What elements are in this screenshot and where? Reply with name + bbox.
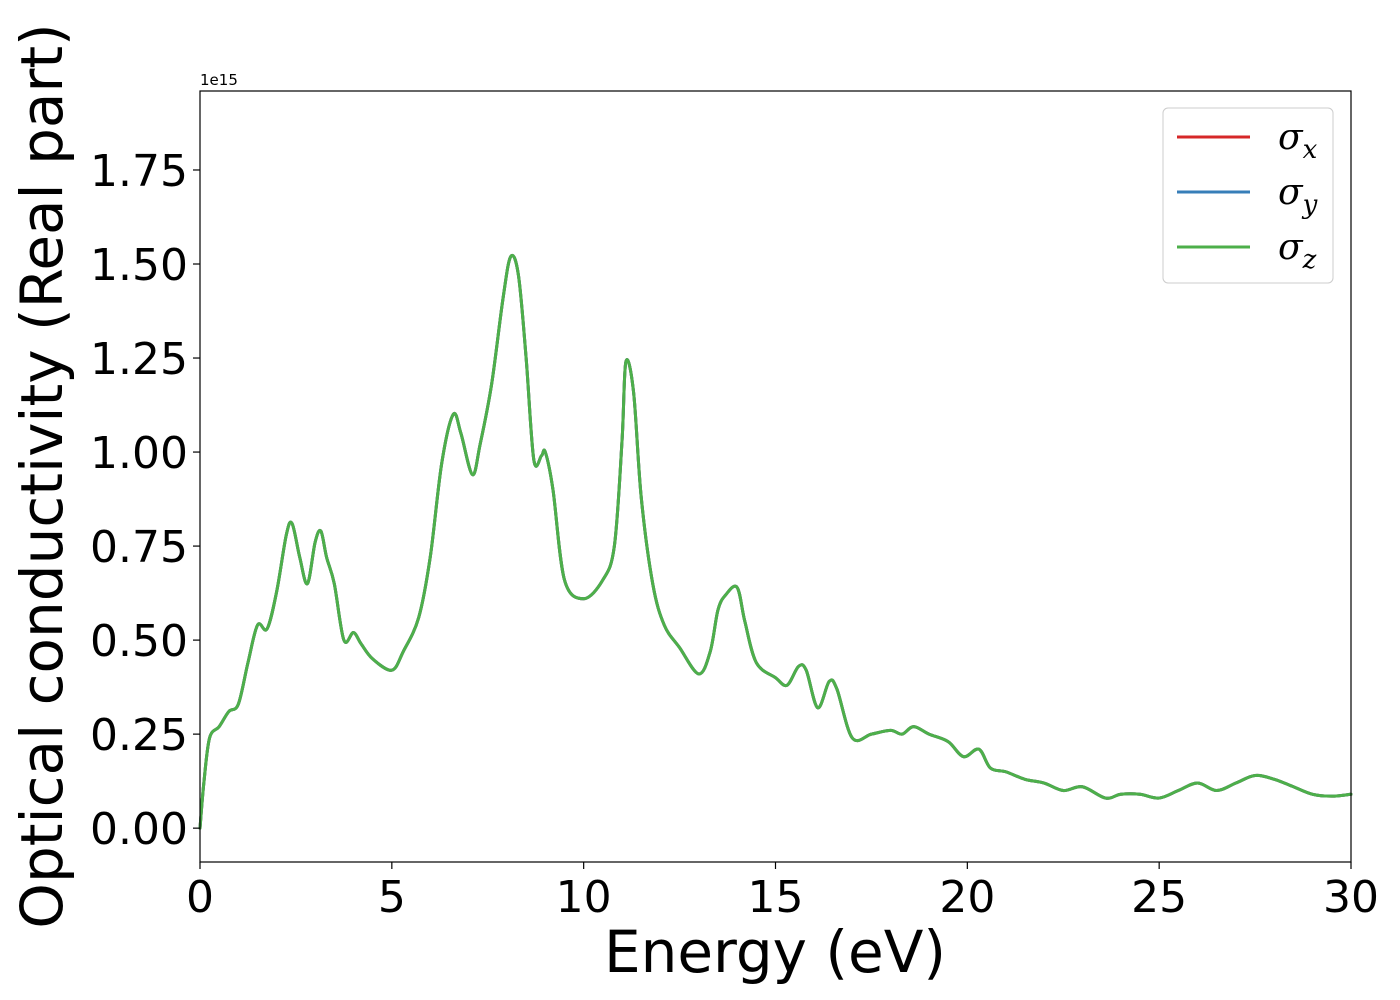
legend-items: σx σy σz bbox=[1177, 117, 1318, 275]
x-axis-label: Energy (eV) bbox=[604, 918, 946, 986]
x-tick-label: 5 bbox=[378, 872, 406, 923]
x-tick-label: 25 bbox=[1131, 872, 1187, 923]
legend: σx σy σz bbox=[1162, 107, 1334, 284]
x-tick-label: 15 bbox=[748, 872, 804, 923]
y-offset-label: 1e15 bbox=[200, 71, 238, 89]
y-tick-label: 1.00 bbox=[90, 428, 188, 479]
y-tick-label: 1.50 bbox=[90, 240, 188, 291]
x-tick-label: 30 bbox=[1323, 872, 1379, 923]
y-axis: 0.00 0.25 0.50 0.75 1.00 1.25 1.50 1.75 bbox=[90, 146, 200, 855]
legend-label-sigma-z: σz bbox=[1278, 227, 1317, 275]
y-tick-label: 1.75 bbox=[90, 146, 188, 197]
legend-box bbox=[1162, 107, 1334, 284]
legend-label-sigma-x: σx bbox=[1278, 117, 1318, 165]
y-tick-label: 0.50 bbox=[90, 616, 188, 667]
y-tick-label: 1.25 bbox=[90, 334, 188, 385]
x-tick-label: 20 bbox=[939, 872, 995, 923]
x-axis: 0 5 10 15 20 25 30 bbox=[186, 862, 1379, 923]
legend-label-sigma-y: σy bbox=[1278, 172, 1318, 220]
y-tick-label: 0.00 bbox=[90, 804, 188, 855]
x-tick-label: 0 bbox=[186, 872, 214, 923]
series-layer bbox=[198, 253, 1353, 830]
y-axis-label: Optical conductivity (Real part) bbox=[8, 23, 76, 928]
y-tick-label: 0.25 bbox=[90, 710, 188, 761]
y-tick-label: 0.75 bbox=[90, 522, 188, 573]
series-line-sigma-z bbox=[198, 253, 1353, 830]
x-tick-label: 10 bbox=[556, 872, 612, 923]
